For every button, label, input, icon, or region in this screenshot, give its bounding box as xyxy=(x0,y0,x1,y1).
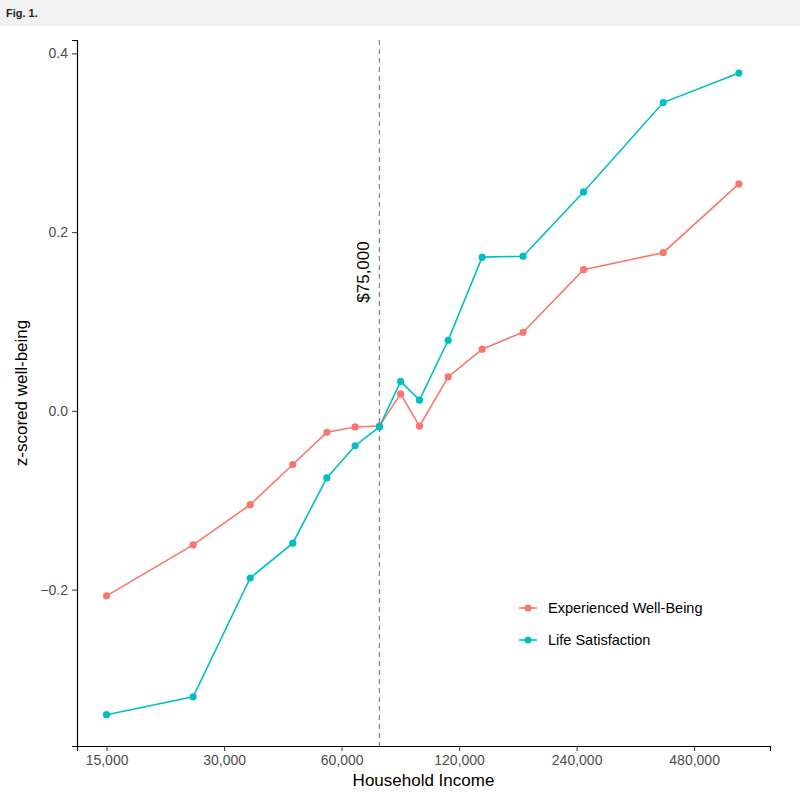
legend-label: Experienced Well-Being xyxy=(548,600,702,616)
y-tick: 0.2 xyxy=(49,224,77,240)
y-tick: 0.4 xyxy=(49,45,77,61)
plot-area xyxy=(103,40,743,746)
legend: Experienced Well-Being Life Satisfaction xyxy=(519,600,702,648)
y-tick-mark xyxy=(72,411,77,412)
data-point xyxy=(479,254,486,261)
data-point xyxy=(580,266,587,273)
y-tick-label: 0.4 xyxy=(49,45,69,61)
data-point xyxy=(519,253,526,260)
data-point xyxy=(445,373,452,380)
x-tick-mark xyxy=(577,746,578,751)
y-tick-label: 0.0 xyxy=(49,403,69,419)
data-point xyxy=(416,397,423,404)
x-tick: 240,000 xyxy=(552,746,603,768)
y-tick-mark xyxy=(72,53,77,54)
x-tick-label: 240,000 xyxy=(552,752,603,768)
x-axis-title: Household Income xyxy=(353,771,495,790)
data-point xyxy=(735,69,742,76)
y-tick-mark xyxy=(72,232,77,233)
data-point xyxy=(397,378,404,385)
series-line xyxy=(107,184,739,596)
legend-swatch-marker xyxy=(524,636,531,643)
data-point xyxy=(580,188,587,195)
x-tick-mark xyxy=(107,746,108,751)
data-point xyxy=(735,180,742,187)
x-tick: 120,000 xyxy=(434,746,485,768)
legend-item: Life Satisfaction xyxy=(519,632,650,648)
data-point xyxy=(397,390,404,397)
legend-label: Life Satisfaction xyxy=(548,632,650,648)
legend-item: Experienced Well-Being xyxy=(519,600,702,616)
data-point xyxy=(445,337,452,344)
series-line xyxy=(107,73,739,715)
data-point xyxy=(660,99,667,106)
data-point xyxy=(376,423,383,430)
legend-swatch-marker xyxy=(524,604,531,611)
chart: Fig. 1. 15,000 30,000 60,000 120,000 240,000 4… xyxy=(0,0,800,792)
data-point xyxy=(323,474,330,481)
y-axis-title: z-scored well-being xyxy=(12,320,31,466)
data-point xyxy=(479,346,486,353)
data-point xyxy=(289,540,296,547)
title: Fig. 1. xyxy=(6,7,38,19)
header-band xyxy=(0,0,800,26)
y-tick-label: 0.2 xyxy=(49,224,69,240)
data-point xyxy=(376,422,383,429)
x-tick: 15,000 xyxy=(86,746,129,768)
x-tick-mark xyxy=(342,746,343,751)
x-tick-mark xyxy=(224,746,225,751)
x-tick-label: 60,000 xyxy=(321,752,364,768)
data-point xyxy=(247,574,254,581)
y-axis: −0.2 0.0 0.2 0.4 xyxy=(40,41,77,747)
y-axis-line xyxy=(72,41,78,747)
data-point xyxy=(519,329,526,336)
x-tick-label: 30,000 xyxy=(203,752,246,768)
x-tick: 60,000 xyxy=(321,746,364,768)
x-tick: 480,000 xyxy=(669,746,720,768)
data-point xyxy=(660,249,667,256)
y-tick-mark xyxy=(72,590,77,591)
data-point xyxy=(416,422,423,429)
data-point xyxy=(103,592,110,599)
y-tick-label: −0.2 xyxy=(40,582,68,598)
x-tick-label: 15,000 xyxy=(86,752,129,768)
x-tick-label: 480,000 xyxy=(669,752,720,768)
data-point xyxy=(247,501,254,508)
x-axis: 15,000 30,000 60,000 120,000 240,000 480,000 xyxy=(78,746,771,768)
x-axis-line xyxy=(78,747,771,752)
data-point xyxy=(323,429,330,436)
data-point xyxy=(352,442,359,449)
x-tick-label: 120,000 xyxy=(434,752,485,768)
data-point xyxy=(190,541,197,548)
y-tick: −0.2 xyxy=(40,582,77,598)
y-tick: 0.0 xyxy=(49,403,77,419)
reference-line xyxy=(379,40,380,746)
x-tick-mark xyxy=(459,746,460,751)
x-tick-mark xyxy=(694,746,695,751)
data-point xyxy=(190,693,197,700)
x-tick: 30,000 xyxy=(203,746,246,768)
data-point xyxy=(103,711,110,718)
data-point xyxy=(352,423,359,430)
data-point xyxy=(289,461,296,468)
annotation-label: $75,000 xyxy=(354,241,373,302)
